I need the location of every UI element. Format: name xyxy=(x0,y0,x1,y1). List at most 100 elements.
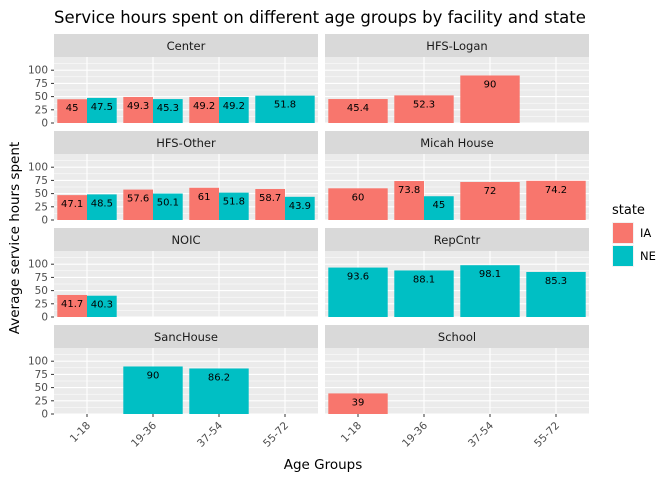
bar-data-label: 49.2 xyxy=(193,101,215,112)
y-tick-label: 100 xyxy=(28,65,48,77)
y-tick-label: 100 xyxy=(28,259,48,271)
facet-strip xyxy=(325,131,589,154)
y-tick-label: 50 xyxy=(35,188,48,200)
facet-strip-label: RepCntr xyxy=(434,233,481,247)
x-tick-label: 19-36 xyxy=(400,419,430,449)
facet-strip-label: School xyxy=(438,330,476,344)
legend-key-ia xyxy=(613,223,633,243)
y-tick-label: 25 xyxy=(35,201,48,213)
bar-data-label: 90 xyxy=(147,370,160,381)
bar-data-label: 48.5 xyxy=(91,198,113,209)
facet-strip-label: Micah House xyxy=(420,136,493,150)
bar-data-label: 45.4 xyxy=(347,103,369,114)
bar-data-label: 51.8 xyxy=(274,100,296,111)
bar-data-label: 47.1 xyxy=(61,199,83,210)
bar-data-label: 39 xyxy=(352,397,365,408)
facet-strip xyxy=(54,34,318,57)
bar-data-label: 85.3 xyxy=(545,276,567,287)
facet-strip xyxy=(325,34,589,57)
facet-strip-label: HFS-Logan xyxy=(426,39,487,53)
bar xyxy=(394,270,454,317)
x-tick-label: 1-18 xyxy=(68,420,93,445)
bar-data-label: 45 xyxy=(66,103,79,114)
x-axis-title: Age Groups xyxy=(284,457,363,473)
facet-strip xyxy=(54,228,318,251)
bar xyxy=(123,189,153,220)
x-tick-label: 37-54 xyxy=(195,419,225,449)
legend: state IA NE xyxy=(612,203,656,267)
y-tick-label: 50 xyxy=(35,382,48,394)
bar-data-label: 43.9 xyxy=(289,201,311,212)
bar-data-label: 72 xyxy=(484,186,497,197)
bar xyxy=(153,193,183,220)
bar xyxy=(153,99,183,123)
bar-data-label: 50.1 xyxy=(157,198,179,209)
bar xyxy=(87,97,117,123)
bar-data-label: 73.8 xyxy=(398,185,420,196)
bar-data-label: 49.3 xyxy=(127,101,149,112)
bar-data-label: 57.6 xyxy=(127,194,149,205)
facet-panel: Micah House 60 73.8 45 72 74.2 xyxy=(325,131,589,221)
facet-strip xyxy=(325,228,589,251)
bar-data-label: 93.6 xyxy=(347,272,369,283)
bar-data-label: 41.7 xyxy=(61,299,83,310)
bar xyxy=(219,97,249,123)
y-tick-label: 75 xyxy=(35,78,48,90)
legend-key-ne xyxy=(613,246,633,266)
facet-strip xyxy=(54,131,318,154)
bar xyxy=(285,196,315,220)
bar-data-label: 74.2 xyxy=(545,185,567,196)
y-tick-label: 75 xyxy=(35,175,48,187)
y-tick-label: 50 xyxy=(35,285,48,297)
facet-panel: HFS-Logan 45.4 52.3 90 xyxy=(325,34,589,124)
bar xyxy=(328,99,388,123)
facet-panel: School 39 1-18 19-36 37-54 55-72 xyxy=(325,325,589,450)
bar-data-label: 49.2 xyxy=(223,101,245,112)
legend-label: NE xyxy=(640,249,656,263)
x-tick-label: 37-54 xyxy=(466,419,496,449)
y-tick-label: 75 xyxy=(35,272,48,284)
y-tick-label: 100 xyxy=(28,356,48,368)
bar xyxy=(424,196,454,220)
bar-data-label: 60 xyxy=(352,192,365,203)
facet-panel: Center 45 47.5 49.3 45.3 49.2 49.2 51.8 0 2550751… xyxy=(28,34,318,130)
y-tick-label: 0 xyxy=(41,118,48,130)
facet-strip xyxy=(54,325,318,348)
bar xyxy=(189,187,219,220)
bar xyxy=(87,194,117,220)
bar-data-label: 40.3 xyxy=(91,300,113,311)
y-tick-label: 25 xyxy=(35,395,48,407)
y-tick-label: 100 xyxy=(28,162,48,174)
bar xyxy=(526,271,586,317)
y-tick-label: 0 xyxy=(41,215,48,227)
y-axis-title: Average service hours spent xyxy=(7,142,23,334)
legend-label: IA xyxy=(640,226,651,240)
facet-strip-label: SancHouse xyxy=(154,330,218,344)
facet-strip xyxy=(325,325,589,348)
bar xyxy=(394,95,454,123)
bar-data-label: 86.2 xyxy=(208,372,230,383)
bar xyxy=(57,99,87,123)
y-tick-label: 25 xyxy=(35,104,48,116)
facet-panel: HFS-Other 47.1 48.5 57.6 50.1 61 51.8 58.7 43.9 0… xyxy=(28,131,318,227)
y-tick-label: 25 xyxy=(35,298,48,310)
chart-title: Service hours spent on different age gro… xyxy=(54,8,586,27)
bar-data-label: 52.3 xyxy=(413,99,435,110)
y-tick-label: 0 xyxy=(41,312,48,324)
facet-panel: RepCntr 93.6 88.1 98.1 85.3 xyxy=(325,228,589,318)
bar xyxy=(123,366,183,414)
bar-data-label: 90 xyxy=(484,79,497,90)
bar xyxy=(87,295,117,317)
bar xyxy=(328,267,388,317)
bar-data-label: 45 xyxy=(432,200,445,211)
bar xyxy=(189,368,249,414)
bar-data-label: 88.1 xyxy=(413,274,435,285)
bar xyxy=(328,393,388,414)
bar xyxy=(57,195,87,220)
bar xyxy=(394,181,424,220)
bar xyxy=(123,96,153,123)
